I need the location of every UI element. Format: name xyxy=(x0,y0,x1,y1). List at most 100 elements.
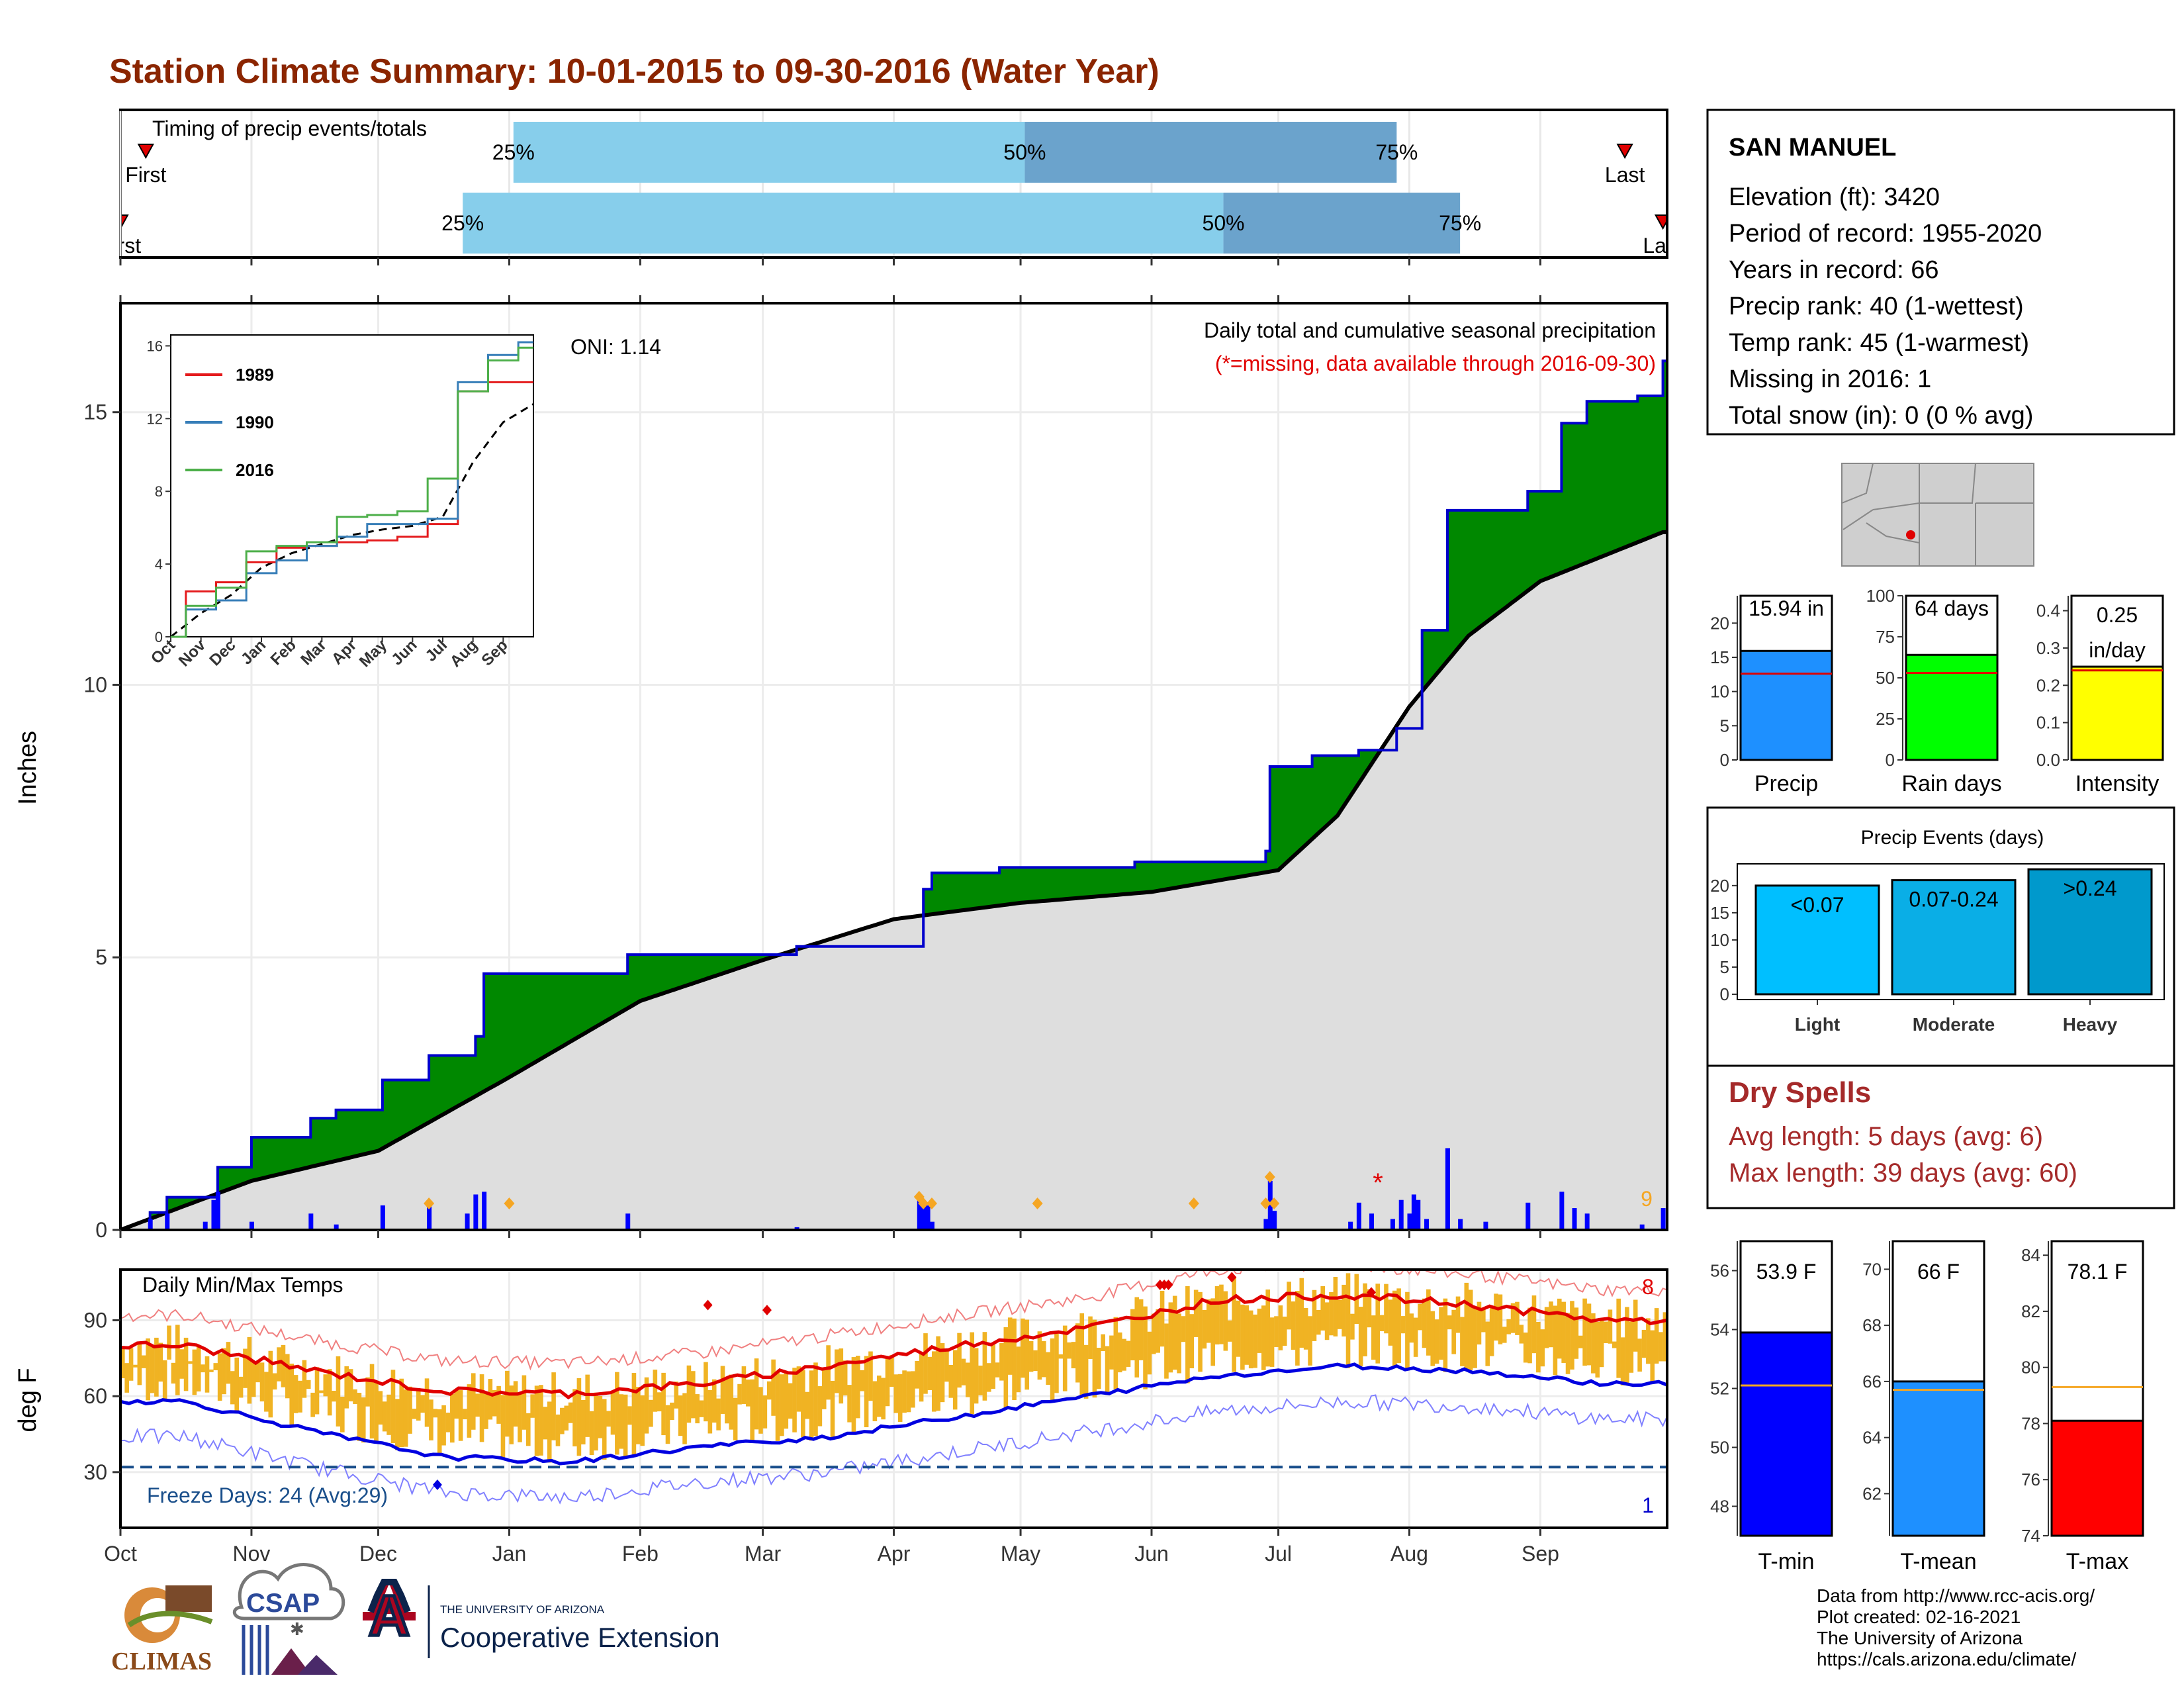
precip-departure-fill xyxy=(285,1137,291,1173)
daily-temp-range-bar xyxy=(1134,1297,1140,1378)
daily-temp-range-bar xyxy=(911,1371,915,1408)
precip-departure-fill xyxy=(1109,867,1115,896)
event-bar xyxy=(1891,879,2017,996)
event-bar xyxy=(2027,868,2153,996)
daily-temp-range-bar xyxy=(412,1409,417,1419)
precip-departure-fill xyxy=(1578,423,1583,566)
precip-departure-fill xyxy=(1265,851,1271,872)
daily-temp-range-bar xyxy=(281,1344,286,1387)
precip-departure-fill xyxy=(429,1055,434,1123)
daily-temp-range-bar xyxy=(1282,1316,1287,1346)
precip-departure-fill xyxy=(1126,867,1131,894)
precip-departure-fill xyxy=(1662,361,1666,532)
precip-departure-fill xyxy=(686,955,692,986)
precip-departure-fill xyxy=(1354,755,1359,790)
precip-departure-fill xyxy=(1079,867,1085,898)
daily-temp-range-bar xyxy=(167,1325,171,1360)
precip-departure-fill xyxy=(725,955,730,973)
precip-departure-fill xyxy=(513,973,518,1075)
precip-departure-fill xyxy=(678,955,683,988)
daily-temp-range-bar xyxy=(1189,1314,1195,1369)
precip-departure-fill xyxy=(463,1055,468,1103)
precip-departure-fill xyxy=(1316,755,1322,835)
precip-departure-fill xyxy=(1641,396,1647,541)
daily-temp-range-bar xyxy=(467,1384,472,1438)
precip-departure-fill xyxy=(217,1167,222,1194)
daily-temp-range-bar xyxy=(927,1356,933,1390)
precip-departure-fill xyxy=(665,955,670,993)
station-info: SAN MANUEL Elevation (ft): 3420 Period of… xyxy=(1706,109,2175,436)
temp-y-tick-label: 60 xyxy=(83,1384,107,1408)
freeze-days: Freeze Days: 24 (Avg:29) xyxy=(147,1483,388,1507)
daily-temp-range-bar xyxy=(1291,1301,1296,1350)
daily-temp-range-bar xyxy=(762,1395,768,1429)
precip-departure-fill xyxy=(441,1055,447,1115)
precip-departure-fill xyxy=(704,955,709,980)
precip-departure-fill xyxy=(382,1080,387,1149)
daily-temp-range-bar xyxy=(1050,1338,1055,1401)
record-high-marker xyxy=(1227,1272,1237,1283)
daily-temp-range-bar xyxy=(522,1375,527,1430)
precip-departure-fill xyxy=(369,1109,375,1153)
daily-temp-range-bar xyxy=(1274,1316,1279,1347)
inset-legend-label: 1990 xyxy=(236,412,274,432)
precip-departure-fill xyxy=(314,1118,320,1166)
temp-summary-tick-label: 54 xyxy=(1710,1320,1729,1340)
daily-temp-range-bar xyxy=(923,1333,928,1394)
daily-temp-range-bar xyxy=(966,1362,970,1397)
month-tick-label: Jun xyxy=(1134,1542,1169,1566)
precip-departure-fill xyxy=(1654,396,1659,536)
daily-temp-range-bar xyxy=(137,1341,142,1385)
daily-temp-range-bar xyxy=(445,1413,451,1432)
block-a-icon: A xyxy=(369,1584,410,1648)
precip-panel: 0 5 10 15 Inches Daily total and cumulative… xyxy=(14,302,1668,1242)
daily-temp-range-bar xyxy=(1557,1298,1562,1359)
daily-temp-range-bar xyxy=(1168,1302,1173,1373)
daily-temp-range-bar xyxy=(175,1325,180,1395)
precip-y-tick-label: 0 xyxy=(95,1218,107,1242)
daily-temp-range-bar xyxy=(839,1348,844,1404)
precip-departure-fill xyxy=(1561,423,1567,573)
daily-temp-range-bar xyxy=(1591,1313,1596,1374)
daily-temp-range-bar xyxy=(1633,1299,1638,1352)
daily-temp-range-bar xyxy=(1473,1308,1477,1368)
daily-temp-range-bar xyxy=(268,1350,273,1418)
daily-precip-bar xyxy=(1458,1219,1463,1230)
inset-legend-label: 1989 xyxy=(236,365,274,385)
daily-record-marker xyxy=(424,1197,435,1209)
inset-average-line xyxy=(170,403,534,638)
precip-departure-fill xyxy=(1075,867,1081,898)
daily-temp-range-bar xyxy=(1244,1305,1250,1365)
precip-departure-fill xyxy=(289,1137,295,1172)
daily-temp-range-bar xyxy=(1375,1284,1381,1364)
daily-temp-range-bar xyxy=(1434,1319,1439,1364)
precip-departure-fill xyxy=(332,1118,337,1162)
temp-summary-bar xyxy=(1891,1380,1985,1537)
temp-y-tick-label: 90 xyxy=(83,1308,107,1332)
summary-value-label: 64 days xyxy=(1915,596,1989,620)
daily-temp-range-bar xyxy=(1489,1306,1494,1356)
daily-temp-range-bar xyxy=(441,1405,446,1446)
daily-temp-range-bar xyxy=(1629,1321,1634,1373)
daily-temp-range-bar xyxy=(1016,1346,1021,1393)
daily-temp-range-bar xyxy=(272,1373,277,1390)
precip-departure-fill xyxy=(716,955,721,976)
precip-departure-fill xyxy=(353,1109,358,1157)
daily-temp-range-bar xyxy=(454,1389,459,1419)
daily-temp-range-bar xyxy=(784,1372,789,1429)
daily-temp-range-bar xyxy=(771,1359,776,1416)
precip-departure-fill xyxy=(1046,867,1051,901)
month-tick-label: Apr xyxy=(878,1542,911,1566)
daily-temp-range-bar xyxy=(302,1360,307,1398)
precip-departure-fill xyxy=(327,1118,332,1163)
daily-temp-range-bar xyxy=(986,1363,991,1392)
daily-temp-range-bar xyxy=(450,1393,455,1443)
precip-departure-fill xyxy=(1227,862,1232,879)
precip-departure-fill xyxy=(1625,401,1630,547)
daily-temp-range-bar xyxy=(285,1354,290,1399)
precip-departure-fill xyxy=(1329,755,1334,823)
daily-temp-range-bar xyxy=(1210,1298,1215,1366)
precip-departure-fill xyxy=(1021,867,1026,903)
daily-temp-range-bar xyxy=(1152,1313,1156,1354)
precip-departure-fill xyxy=(1536,491,1541,585)
